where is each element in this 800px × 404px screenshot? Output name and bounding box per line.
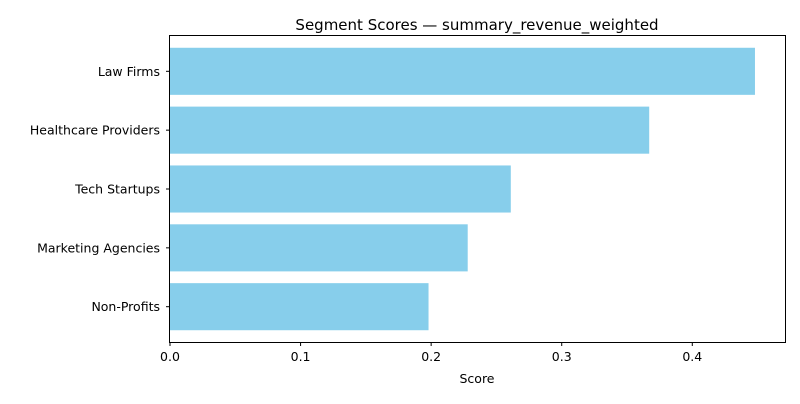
y-tick-labels: Law Firms Healthcare Providers Tech Startu… — [30, 64, 170, 314]
x-tick-label: 0.1 — [291, 349, 311, 364]
x-tick-label: 0.2 — [421, 349, 441, 364]
y-tick-label: Tech Startups — [74, 182, 160, 197]
bars-layer — [170, 47, 755, 331]
bar-healthcare-providers — [170, 106, 650, 154]
y-tick-label: Marketing Agencies — [37, 240, 160, 255]
x-ticks: 0.0 0.1 0.2 0.3 0.4 — [160, 342, 702, 364]
x-tick-label: 0.0 — [160, 349, 180, 364]
x-tick-label: 0.3 — [552, 349, 572, 364]
y-tick-label: Healthcare Providers — [30, 123, 160, 138]
y-tick-label: Law Firms — [98, 64, 160, 79]
bar-non-profits — [170, 283, 429, 331]
chart-title: Segment Scores — summary_revenue_weighte… — [295, 16, 658, 35]
bar-marketing-agencies — [170, 224, 468, 272]
bar-law-firms — [170, 47, 755, 95]
y-tick-label: Non-Profits — [91, 299, 160, 314]
x-tick-label: 0.4 — [682, 349, 702, 364]
bar-tech-startups — [170, 165, 511, 213]
x-axis-label: Score — [459, 371, 494, 386]
plot-frame — [169, 35, 786, 343]
